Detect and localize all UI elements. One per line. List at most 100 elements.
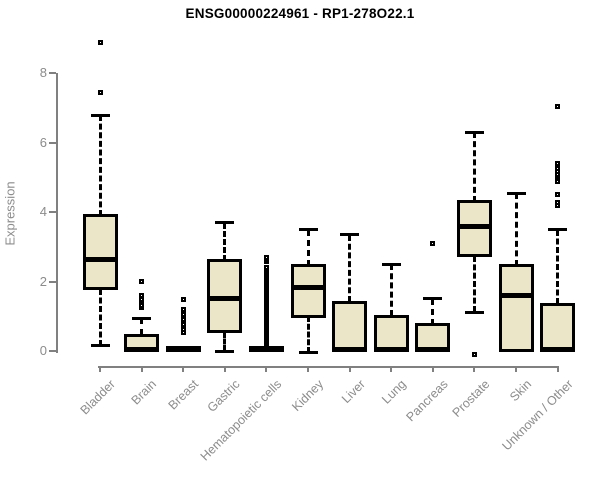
whisker-cap-upper-prostate: [464, 130, 484, 134]
x-axis-tick-brain: [140, 366, 143, 372]
whisker-upper-lung: [389, 264, 393, 317]
whisker-cap-upper-liver: [340, 233, 360, 237]
outlier-point-hematopoietic-cells: [263, 254, 269, 260]
whisker-cap-upper-kidney: [298, 228, 318, 232]
box-gastric: [207, 259, 243, 334]
median-pancreas: [416, 346, 450, 352]
x-tick-label-lung: Lung: [379, 377, 410, 407]
x-tick-label-unknown-other: Unknown / Other: [499, 377, 576, 454]
median-breast: [166, 347, 200, 353]
box-prostate: [456, 200, 492, 258]
y-axis-tick: [49, 72, 56, 75]
y-tick-label-6: 6: [39, 134, 47, 150]
x-axis-tick-prostate: [473, 366, 476, 372]
whisker-upper-liver: [348, 234, 352, 303]
whisker-lower-kidney: [306, 316, 310, 353]
x-tick-label-kidney: Kidney: [288, 377, 326, 414]
outlier-point-pancreas: [430, 240, 436, 246]
median-liver: [333, 346, 367, 352]
y-axis-tick: [49, 350, 56, 352]
whisker-cap-upper-unknown-other: [548, 228, 568, 232]
y-axis-tick: [49, 280, 56, 283]
whisker-cap-lower-bladder: [90, 344, 110, 348]
whisker-upper-bladder: [98, 115, 102, 216]
x-axis-tick-gastric: [223, 366, 226, 372]
whisker-upper-prostate: [472, 132, 476, 202]
whisker-cap-upper-skin: [506, 191, 526, 195]
box-skin: [498, 264, 534, 353]
x-tick-label-bladder: Bladder: [77, 377, 118, 418]
x-tick-label-prostate: Prostate: [449, 377, 493, 420]
outlier-point-brain: [139, 297, 145, 303]
whisker-upper-brain: [140, 318, 144, 336]
x-tick-label-skin: Skin: [506, 377, 534, 405]
box-bladder: [82, 214, 118, 291]
whisker-cap-upper-brain: [132, 316, 152, 320]
whisker-upper-skin: [514, 193, 518, 266]
whisker-upper-gastric: [223, 222, 227, 261]
whisker-cap-upper-pancreas: [423, 297, 443, 301]
chart-title: ENSG00000224961 - RP1-278O22.1: [185, 6, 415, 21]
x-axis-tick-breast: [182, 366, 185, 372]
whisker-lower-gastric: [223, 331, 227, 351]
outlier-point-prostate: [471, 351, 477, 357]
x-tick-label-pancreas: Pancreas: [403, 377, 451, 425]
y-axis-tick: [49, 141, 56, 144]
x-axis-tick-skin: [515, 366, 517, 372]
x-tick-label-gastric: Gastric: [204, 377, 243, 415]
y-tick-label-4: 4: [39, 204, 47, 220]
median-lung: [374, 346, 408, 352]
x-axis-tick-liver: [348, 366, 351, 372]
outlier-point-unknown-other: [555, 199, 561, 205]
y-axis-tick: [49, 211, 56, 214]
x-axis-tick-kidney: [307, 366, 309, 372]
x-tick-label-brain: Brain: [128, 377, 160, 408]
outlier-point-brain: [139, 292, 145, 298]
median-skin: [499, 292, 533, 298]
box-unknown-other: [540, 302, 576, 353]
whisker-cap-upper-bladder: [90, 113, 110, 117]
outlier-point-bladder: [97, 39, 103, 45]
x-axis-tick-lung: [390, 366, 393, 372]
whisker-lower-bladder: [98, 288, 102, 346]
x-axis-tick-pancreas: [431, 366, 434, 372]
whisker-cap-lower-gastric: [215, 349, 235, 353]
whisker-lower-prostate: [472, 255, 476, 313]
box-kidney: [290, 264, 326, 318]
whisker-upper-pancreas: [431, 298, 435, 325]
median-brain: [125, 347, 159, 353]
median-bladder: [83, 256, 117, 262]
x-axis-line: [98, 366, 559, 368]
median-gastric: [208, 296, 242, 302]
whisker-cap-lower-kidney: [298, 351, 318, 355]
median-kidney: [291, 285, 325, 291]
median-prostate: [457, 223, 491, 229]
y-tick-label-2: 2: [39, 273, 47, 289]
y-tick-label-0: 0: [39, 343, 47, 358]
outlier-point-bladder: [97, 89, 103, 95]
x-axis-tick-unknown-other: [556, 366, 559, 372]
outlier-point-breast: [180, 306, 186, 312]
outlier-point-unknown-other: [555, 165, 561, 171]
outlier-point-breast: [180, 297, 186, 303]
whisker-cap-upper-lung: [381, 262, 401, 266]
x-tick-label-liver: Liver: [338, 377, 368, 407]
box-liver: [332, 300, 368, 353]
x-tick-label-hematopoietic-cells: Hematopoietic cells: [197, 377, 285, 464]
outlier-point-unknown-other: [555, 192, 561, 198]
outlier-point-unknown-other: [555, 161, 561, 167]
whisker-cap-upper-gastric: [215, 221, 235, 225]
whisker-upper-kidney: [306, 229, 310, 266]
median-unknown-other: [541, 346, 575, 352]
x-tick-label-breast: Breast: [165, 377, 202, 413]
whisker-cap-lower-prostate: [464, 310, 484, 314]
x-axis-tick-bladder: [99, 366, 101, 372]
outlier-point-unknown-other: [555, 103, 561, 109]
whisker-upper-unknown-other: [556, 229, 560, 305]
x-axis-tick-hematopoietic-cells: [265, 366, 268, 372]
y-axis-line: [56, 73, 58, 353]
outlier-point-hematopoietic-cells: [263, 265, 269, 271]
y-tick-label-8: 8: [39, 65, 47, 81]
